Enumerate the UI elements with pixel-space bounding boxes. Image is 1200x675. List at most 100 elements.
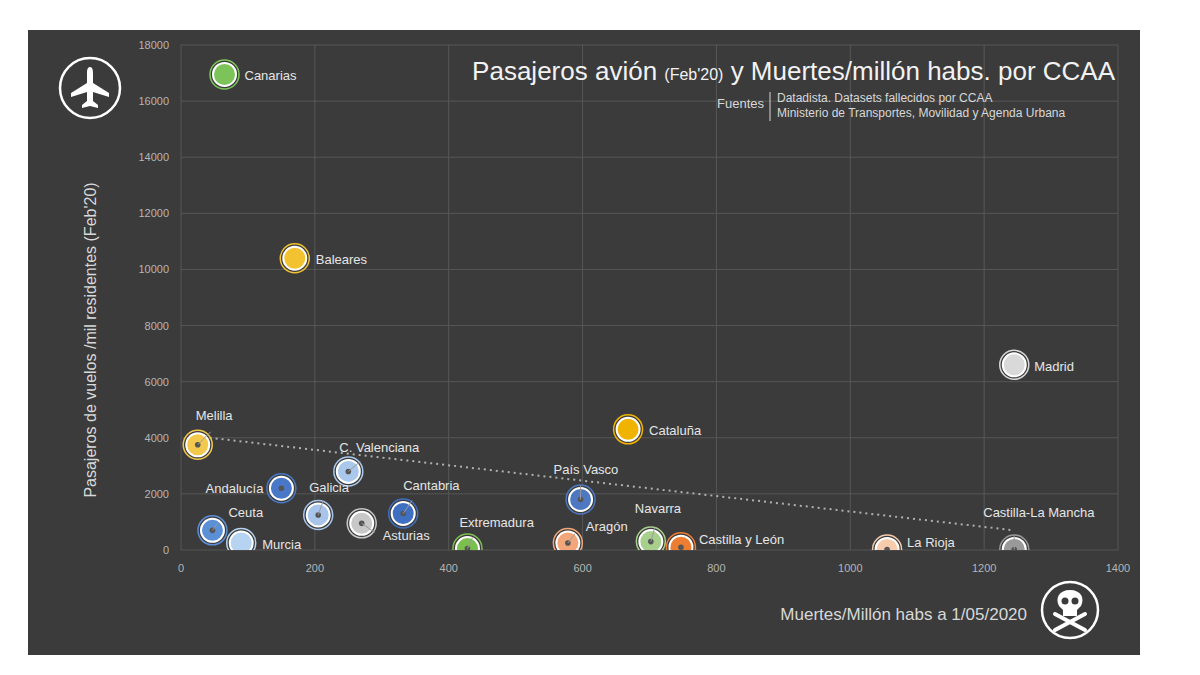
marker bbox=[617, 418, 640, 441]
source-item: Datadista. Datasets fallecidos por CCAA bbox=[777, 91, 992, 105]
point-label: Galicia bbox=[309, 480, 350, 495]
skull-icon bbox=[1042, 582, 1098, 638]
marker-ring bbox=[614, 415, 643, 444]
y-tick-label: 8000 bbox=[145, 320, 169, 332]
y-tick-label: 16000 bbox=[138, 95, 169, 107]
point-label: Canarias bbox=[245, 68, 298, 83]
x-tick-label: 1000 bbox=[838, 562, 862, 574]
x-tick-label: 600 bbox=[573, 562, 591, 574]
point-label: País Vasco bbox=[554, 462, 619, 477]
point-label: C. Valenciana bbox=[339, 440, 420, 455]
x-grid-line bbox=[984, 45, 985, 550]
sources-label: Fuentes bbox=[717, 96, 764, 111]
leader-line bbox=[318, 501, 323, 515]
sources-rule bbox=[770, 92, 771, 121]
panel bbox=[28, 30, 1140, 655]
marker bbox=[1003, 353, 1026, 376]
grid bbox=[181, 45, 1118, 550]
point-label: Navarra bbox=[635, 501, 682, 516]
leader-line bbox=[1014, 535, 1015, 549]
y-tick-label: 6000 bbox=[145, 376, 169, 388]
plane-icon-ring bbox=[60, 58, 120, 118]
marker-dot bbox=[884, 547, 890, 550]
x-tick-label: 1200 bbox=[972, 562, 996, 574]
point-label: Ceuta bbox=[228, 505, 263, 520]
y-grid-line bbox=[181, 381, 1118, 382]
x-tick-label: 0 bbox=[178, 562, 184, 574]
labels: CanariasBalearesMadridCataluñaMelillaC. … bbox=[196, 68, 1096, 552]
y-tick-label: 4000 bbox=[145, 432, 169, 444]
marker-ring bbox=[304, 500, 333, 529]
leader-line bbox=[651, 528, 655, 542]
y-tick-label: 18000 bbox=[138, 39, 169, 51]
leader-line bbox=[403, 501, 412, 514]
point-label: Asturias bbox=[383, 528, 430, 543]
leader-line bbox=[362, 523, 375, 532]
marker-ring bbox=[227, 528, 256, 550]
x-grid-line bbox=[716, 45, 717, 550]
x-tick-label: 400 bbox=[440, 562, 458, 574]
y-tick-label: 12000 bbox=[138, 207, 169, 219]
marker-ring bbox=[1000, 350, 1029, 379]
point-label: Murcia bbox=[262, 537, 302, 552]
point-label: La Rioja bbox=[907, 535, 955, 550]
marker-ring bbox=[873, 535, 902, 550]
point-label: Cataluña bbox=[649, 423, 702, 438]
marker-ring bbox=[453, 534, 482, 550]
y-tick-label: 0 bbox=[163, 544, 169, 556]
leader-line bbox=[467, 538, 472, 549]
marker-ring bbox=[553, 528, 582, 550]
title-part: y Muertes/millón habs. por CCAA bbox=[723, 56, 1115, 86]
leader-line bbox=[568, 534, 575, 543]
y-grid-line bbox=[181, 269, 1118, 270]
x-tick-label: 800 bbox=[707, 562, 725, 574]
y-grid-line bbox=[181, 213, 1118, 214]
marker-ring bbox=[210, 60, 239, 89]
marker bbox=[201, 519, 224, 542]
title-part: (Feb'20) bbox=[664, 66, 723, 83]
marker-dot bbox=[678, 544, 684, 550]
plane-icon bbox=[60, 58, 120, 118]
marker-ring bbox=[1000, 535, 1029, 550]
marker-ring bbox=[566, 485, 595, 514]
point-label: Baleares bbox=[316, 252, 368, 267]
x-tick-label: 1400 bbox=[1106, 562, 1130, 574]
x-grid-line bbox=[850, 45, 851, 550]
skull-bone bbox=[1055, 614, 1085, 630]
y-grid-line bbox=[181, 45, 1118, 46]
marker-ring bbox=[347, 509, 376, 538]
data-group bbox=[183, 60, 1029, 550]
x-grid-line bbox=[448, 45, 449, 550]
y-tick-label: 14000 bbox=[138, 151, 169, 163]
x-axis-label: Muertes/Millón habs a 1/05/2020 bbox=[780, 605, 1027, 624]
marker-ring bbox=[280, 244, 309, 273]
marker-ring bbox=[267, 474, 296, 503]
marker-ring bbox=[198, 516, 227, 545]
marker bbox=[283, 247, 306, 270]
leader-line bbox=[198, 432, 211, 445]
x-tick-label: 200 bbox=[306, 562, 324, 574]
skull-bone bbox=[1055, 614, 1085, 630]
point-label: Madrid bbox=[1034, 359, 1074, 374]
point-label: Aragón bbox=[586, 519, 628, 534]
marker bbox=[876, 538, 899, 550]
marker-ring bbox=[636, 527, 665, 550]
marker bbox=[669, 536, 692, 550]
x-grid-line bbox=[1118, 45, 1119, 550]
y-grid-line bbox=[181, 325, 1118, 326]
y-tick-label: 2000 bbox=[145, 488, 169, 500]
marker-dot bbox=[279, 485, 285, 491]
marker bbox=[556, 531, 579, 550]
leader-line bbox=[212, 522, 218, 530]
skull-eye bbox=[1072, 598, 1079, 605]
chart: 0200040006000800010000120001400016000180… bbox=[0, 0, 1200, 675]
point-label: Extremadura bbox=[459, 515, 534, 530]
skull-icon-ring bbox=[1042, 582, 1098, 638]
marker bbox=[213, 63, 236, 86]
point-label: Cantabria bbox=[403, 478, 460, 493]
marker-ring bbox=[183, 430, 212, 459]
y-tick-label: 10000 bbox=[138, 263, 169, 275]
title: Pasajeros avión (Feb'20) y Muertes/milló… bbox=[472, 56, 1116, 86]
x-grid-line bbox=[314, 45, 315, 550]
marker bbox=[270, 477, 293, 500]
